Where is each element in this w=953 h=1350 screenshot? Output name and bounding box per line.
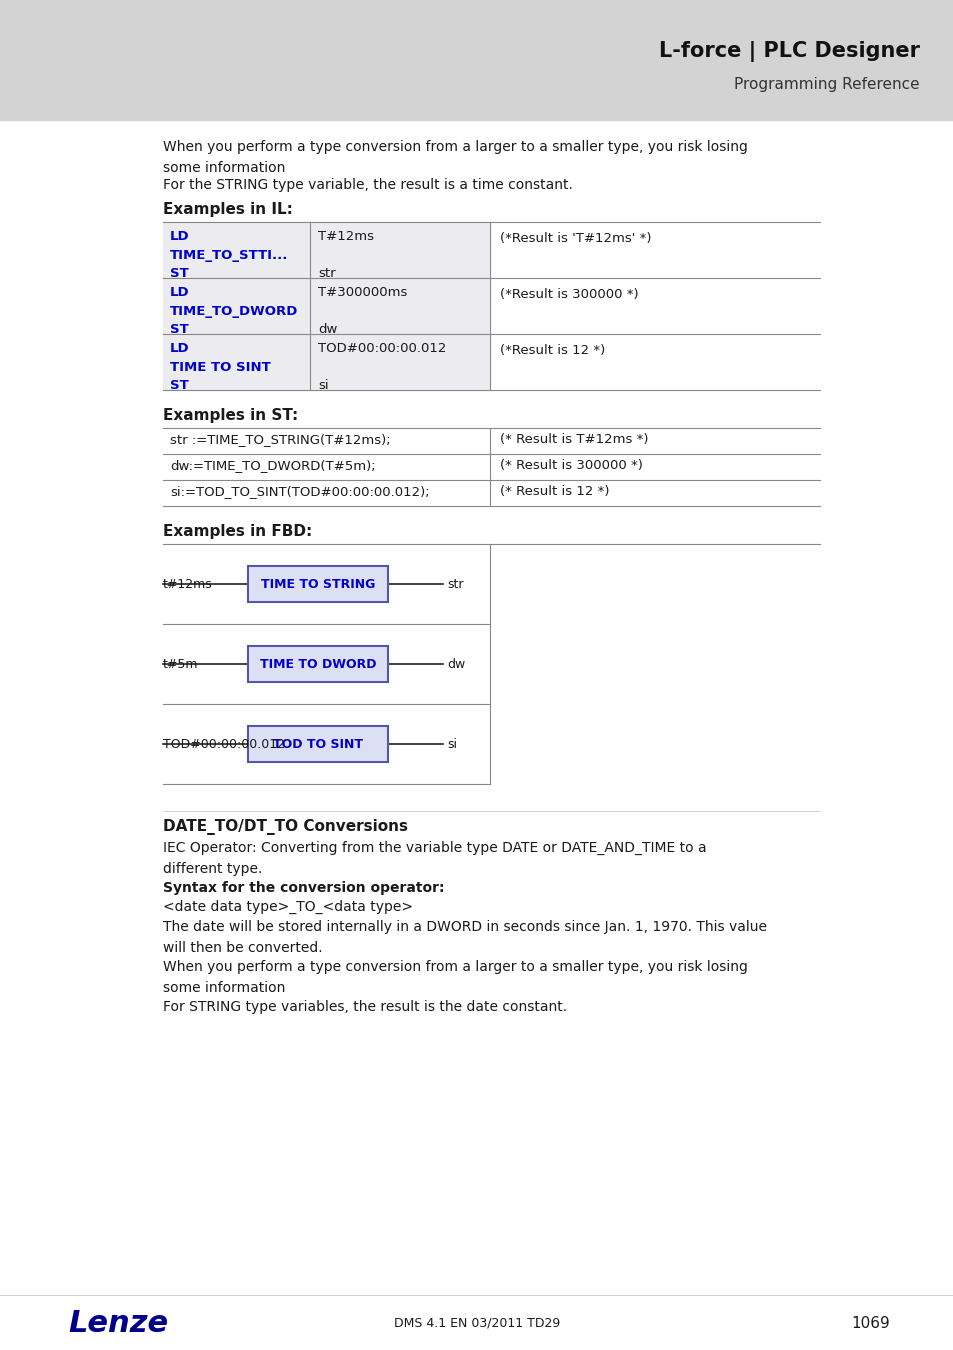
Bar: [310, 221, 490, 278]
Bar: [310, 333, 490, 390]
Text: The date will be stored internally in a DWORD in seconds since Jan. 1, 1970. Thi: The date will be stored internally in a …: [163, 919, 766, 954]
Text: (*Result is 12 *): (*Result is 12 *): [499, 344, 604, 356]
Text: str :=TIME_TO_STRING(T#12ms);: str :=TIME_TO_STRING(T#12ms);: [170, 433, 390, 446]
Text: DATE_TO/DT_TO Conversions: DATE_TO/DT_TO Conversions: [163, 819, 408, 836]
Bar: [0, 0, 953, 120]
Text: dw: dw: [317, 324, 337, 336]
Text: Examples in IL:: Examples in IL:: [163, 202, 293, 217]
Text: T#12ms: T#12ms: [317, 230, 374, 243]
Text: When you perform a type conversion from a larger to a smaller type, you risk los: When you perform a type conversion from …: [163, 140, 747, 174]
Text: Syntax for the conversion operator:: Syntax for the conversion operator:: [163, 882, 444, 895]
Text: t#5m: t#5m: [163, 657, 198, 671]
Text: When you perform a type conversion from a larger to a smaller type, you risk los: When you perform a type conversion from …: [163, 960, 747, 995]
Text: Examples in FBD:: Examples in FBD:: [163, 524, 312, 539]
Bar: [310, 278, 490, 333]
Text: si:=TOD_TO_SINT(TOD#00:00:00.012);: si:=TOD_TO_SINT(TOD#00:00:00.012);: [170, 485, 429, 498]
Text: ST: ST: [170, 379, 189, 393]
Text: dw: dw: [447, 657, 465, 671]
Text: TIME TO DWORD: TIME TO DWORD: [259, 657, 375, 671]
Text: t#12ms: t#12ms: [163, 578, 213, 590]
Text: Programming Reference: Programming Reference: [734, 77, 919, 93]
FancyBboxPatch shape: [248, 647, 388, 682]
Text: For STRING type variables, the result is the date constant.: For STRING type variables, the result is…: [163, 1000, 566, 1014]
Text: TOD#00:00:00.012: TOD#00:00:00.012: [317, 342, 446, 355]
Text: LD: LD: [170, 286, 190, 298]
Text: For the STRING type variable, the result is a time constant.: For the STRING type variable, the result…: [163, 178, 572, 192]
Text: TIME TO STRING: TIME TO STRING: [260, 578, 375, 590]
Text: TIME_TO_STTI...: TIME_TO_STTI...: [170, 248, 288, 262]
Text: (*Result is 'T#12ms' *): (*Result is 'T#12ms' *): [499, 232, 651, 244]
Text: LD: LD: [170, 230, 190, 243]
FancyBboxPatch shape: [248, 726, 388, 761]
Bar: [163, 221, 310, 278]
Text: TOD TO SINT: TOD TO SINT: [273, 737, 363, 751]
Text: str: str: [447, 578, 463, 590]
Text: LD: LD: [170, 342, 190, 355]
Text: Lenze: Lenze: [68, 1308, 168, 1338]
Text: DMS 4.1 EN 03/2011 TD29: DMS 4.1 EN 03/2011 TD29: [394, 1316, 559, 1330]
Text: TIME_TO_DWORD: TIME_TO_DWORD: [170, 305, 298, 317]
Text: ST: ST: [170, 324, 189, 336]
Text: str: str: [317, 267, 335, 281]
Text: TIME TO SINT: TIME TO SINT: [170, 360, 271, 374]
Text: dw:=TIME_TO_DWORD(T#5m);: dw:=TIME_TO_DWORD(T#5m);: [170, 459, 375, 472]
Text: L-force | PLC Designer: L-force | PLC Designer: [659, 42, 919, 62]
Text: T#300000ms: T#300000ms: [317, 286, 407, 298]
Bar: [163, 278, 310, 333]
Text: (* Result is T#12ms *): (* Result is T#12ms *): [499, 433, 648, 446]
Bar: [163, 333, 310, 390]
Text: (*Result is 300000 *): (*Result is 300000 *): [499, 288, 638, 301]
Text: (* Result is 12 *): (* Result is 12 *): [499, 485, 609, 498]
Text: si: si: [447, 737, 456, 751]
Text: ST: ST: [170, 267, 189, 281]
Text: 1069: 1069: [850, 1315, 889, 1331]
FancyBboxPatch shape: [248, 566, 388, 602]
Text: IEC Operator: Converting from the variable type DATE or DATE_AND_TIME to a
diffe: IEC Operator: Converting from the variab…: [163, 841, 706, 876]
Text: TOD#00:00:00.012: TOD#00:00:00.012: [163, 737, 285, 751]
Text: Examples in ST:: Examples in ST:: [163, 408, 298, 423]
Text: (* Result is 300000 *): (* Result is 300000 *): [499, 459, 642, 472]
Text: <date data type>_TO_<data type>: <date data type>_TO_<data type>: [163, 900, 413, 914]
Text: si: si: [317, 379, 328, 393]
